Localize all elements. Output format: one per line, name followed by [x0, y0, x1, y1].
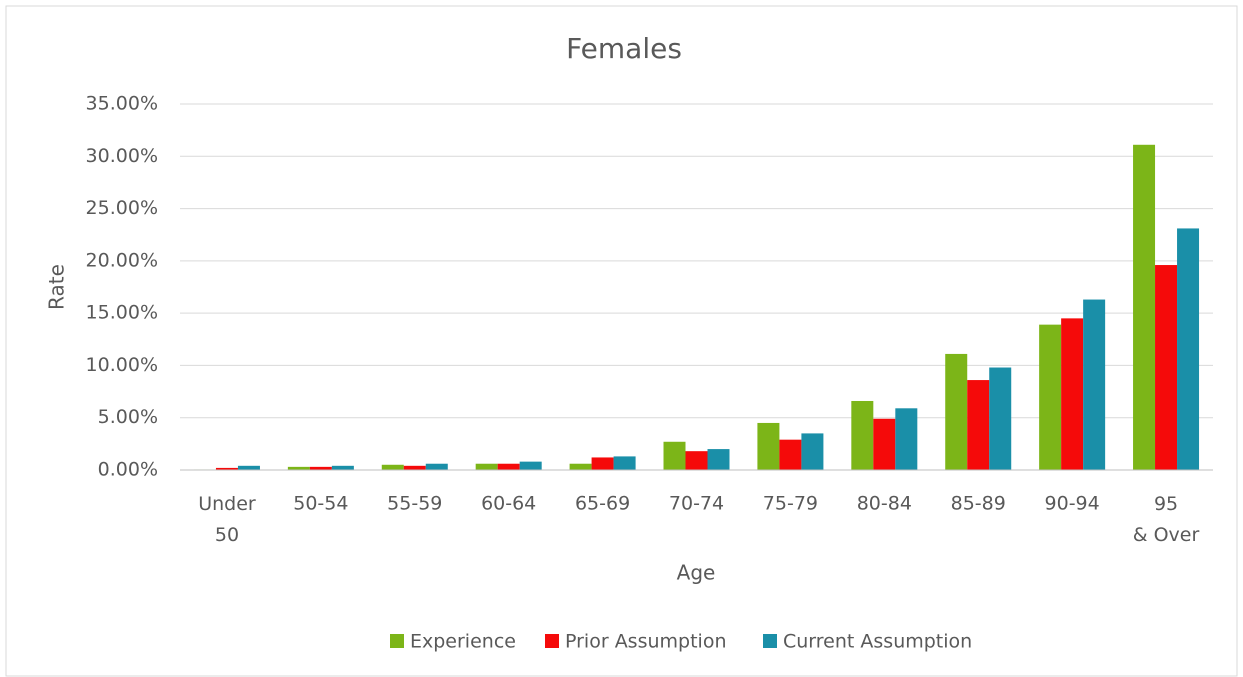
legend-label: Current Assumption [783, 631, 972, 653]
bar [287, 466, 310, 470]
bar [779, 439, 802, 470]
legend-swatch [545, 634, 559, 648]
bar [331, 465, 354, 470]
bar [475, 463, 498, 470]
bar [519, 461, 542, 470]
y-tick-label: 0.00% [98, 459, 158, 481]
bar [1039, 324, 1062, 470]
bar [873, 418, 896, 470]
legend-swatch [763, 634, 777, 648]
bar [381, 464, 404, 470]
bar [425, 463, 448, 470]
bar [1133, 144, 1156, 471]
y-tick-label: 20.00% [86, 249, 158, 271]
bar [309, 466, 332, 470]
bar [569, 463, 592, 470]
x-tick-label: Under 50 [198, 493, 256, 546]
x-tick-label: 65-69 [575, 493, 630, 515]
bar [989, 367, 1012, 470]
chart-title: Females [566, 32, 682, 65]
x-tick-label: 75-79 [763, 493, 818, 515]
legend-label: Prior Assumption [565, 631, 727, 653]
bar [895, 408, 918, 470]
x-tick-label: 90-94 [1045, 493, 1100, 515]
legend-label: Experience [410, 631, 516, 653]
x-tick-label: 80-84 [857, 493, 912, 515]
bar [215, 467, 238, 470]
y-tick-label: 10.00% [86, 354, 158, 376]
bar [851, 400, 874, 470]
y-tick-label: 25.00% [86, 197, 158, 219]
x-tick-label: 95 & Over [1133, 493, 1200, 546]
x-tick-label: 50-54 [293, 493, 348, 515]
bar [1061, 318, 1084, 470]
bar [591, 457, 614, 470]
legend-swatch [390, 634, 404, 648]
bar [707, 449, 730, 470]
x-tick-label: 70-74 [669, 493, 724, 515]
bar [757, 422, 780, 470]
bar [237, 465, 260, 470]
bar [613, 456, 636, 470]
bar [801, 433, 824, 470]
bar [967, 380, 990, 470]
y-tick-label: 15.00% [86, 302, 158, 324]
x-tick-label: 55-59 [387, 493, 442, 515]
x-tick-label: 85-89 [951, 493, 1006, 515]
x-tick-label: 60-64 [481, 493, 536, 515]
x-axis-label: Age [677, 561, 716, 585]
bar [663, 441, 686, 470]
y-axis-label: Rate [45, 264, 69, 310]
bar [497, 463, 520, 470]
bar [403, 465, 426, 470]
y-tick-label: 5.00% [98, 406, 158, 428]
bar [945, 353, 968, 470]
y-tick-label: 30.00% [86, 145, 158, 167]
bar [685, 451, 708, 470]
bar [1155, 265, 1178, 470]
bar [1083, 299, 1106, 470]
bar [1177, 228, 1200, 470]
chart-border [5, 5, 1238, 677]
y-tick-label: 35.00% [86, 93, 158, 115]
